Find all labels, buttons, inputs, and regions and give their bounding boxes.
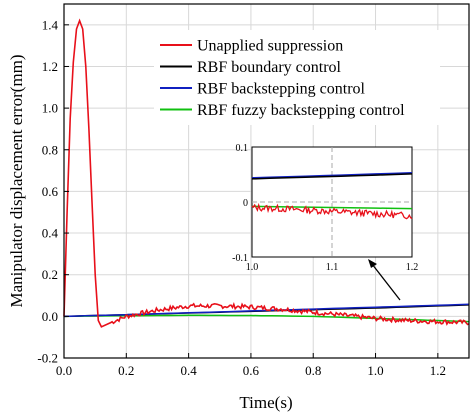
x-tick-label: 0.2 xyxy=(118,363,134,378)
x-axis-label: Time(s) xyxy=(239,393,292,412)
y-tick-label: 0.0 xyxy=(42,309,58,324)
x-tick-label: 1.2 xyxy=(430,363,446,378)
y-tick-label: 1.0 xyxy=(42,101,58,116)
inset-x-tick-label: 1.1 xyxy=(326,262,339,273)
x-tick-label: 1.0 xyxy=(367,363,383,378)
y-tick-label: 0.4 xyxy=(42,226,59,241)
y-tick-label: -0.2 xyxy=(37,351,58,366)
y-tick-label: 0.2 xyxy=(42,267,58,282)
inset-series-line-2 xyxy=(251,205,413,210)
inset-x-tick-label: 1.0 xyxy=(246,262,259,273)
inset-series-line-0 xyxy=(251,172,413,179)
y-axis-label: Manipulator displacement error(mm) xyxy=(7,54,26,307)
inset-series-line-3 xyxy=(251,202,413,220)
legend-box xyxy=(154,30,440,125)
legend: Unapplied suppression RBF boundary contro… xyxy=(154,30,440,125)
legend-label: Unapplied suppression xyxy=(197,38,343,55)
x-tick-label: 0.0 xyxy=(56,363,72,378)
x-axis: 0.0 0.2 0.4 0.6 0.8 1.0 1.2 xyxy=(56,353,446,378)
inset-y-tick-label: 0 xyxy=(243,198,248,209)
series-line-0 xyxy=(63,18,470,328)
x-tick-label: 0.8 xyxy=(305,363,321,378)
y-tick-label: 1.4 xyxy=(42,17,59,32)
y-tick-label: 1.2 xyxy=(42,59,58,74)
y-tick-label: 0.6 xyxy=(42,184,59,199)
legend-label: RBF boundary control xyxy=(197,59,342,76)
legend-label: RBF backstepping control xyxy=(197,81,366,98)
series-layer xyxy=(63,18,470,328)
legend-label: RBF fuzzy backstepping control xyxy=(197,102,405,119)
y-tick-label: 0.8 xyxy=(42,142,58,157)
inset-series-line-1 xyxy=(251,173,413,180)
inset-x-tick-label: 1.2 xyxy=(406,262,419,273)
y-axis: -0.2 0.0 0.2 0.4 0.6 0.8 1.0 1.2 1.4 xyxy=(37,17,69,366)
inset-y-tick-label: -0.1 xyxy=(232,253,248,264)
x-tick-label: 0.6 xyxy=(243,363,260,378)
inset-arrow-head xyxy=(368,259,377,268)
inset-arrow-line xyxy=(371,263,401,301)
inset-y-tick-label: 0.1 xyxy=(236,143,249,154)
x-tick-label: 0.4 xyxy=(180,363,197,378)
plot-frame xyxy=(63,3,470,359)
zoom-inset: 1.0 1.1 1.2 0.1 0 -0.1 xyxy=(232,143,419,301)
